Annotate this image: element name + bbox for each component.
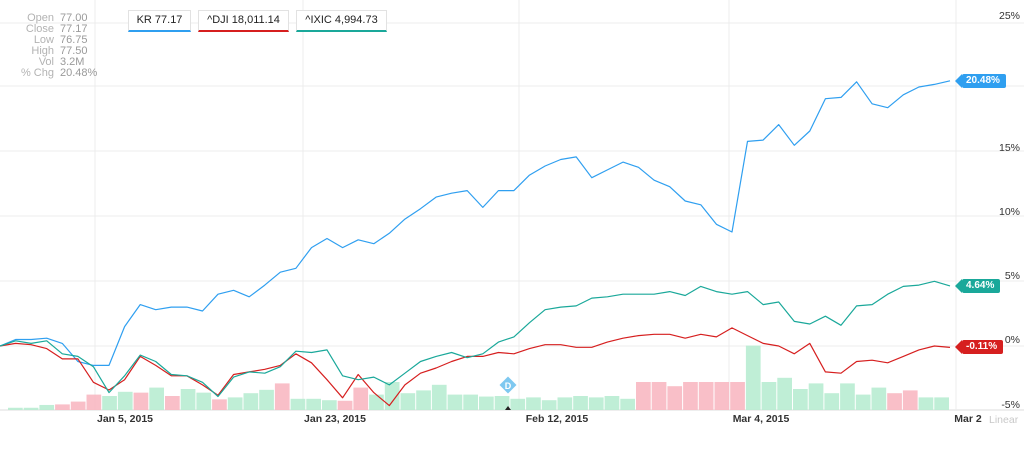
scale-toggle[interactable]: Linear — [989, 414, 1019, 426]
volume-bar — [887, 393, 902, 410]
series-line-dji — [0, 327, 951, 407]
info-row-vol: Vol 3.2M — [38, 56, 85, 68]
volume-bar — [149, 387, 164, 410]
volume-bar — [212, 399, 227, 410]
info-panel: Open 77.00 Close 77.17 Low 76.75 High 77.50 … — [8, 13, 97, 79]
volume-bar — [604, 396, 620, 410]
y-tick-label: 10% — [998, 206, 1020, 218]
volume-bar — [494, 396, 510, 410]
volume-bar — [855, 394, 871, 410]
y-tick-label: -5% — [1001, 399, 1020, 411]
volume-bar — [102, 396, 117, 410]
volume-bar — [934, 397, 949, 410]
legend-item-kr[interactable]: KR 77.17 — [128, 10, 191, 32]
volume-bar — [840, 383, 855, 410]
volume-bar — [322, 400, 337, 410]
volume-bar — [526, 397, 541, 410]
volume-bar — [761, 382, 777, 410]
marker-pointer — [505, 406, 511, 410]
volume-bar — [777, 377, 792, 410]
y-tick-label: 0% — [1004, 334, 1020, 346]
volume-bar — [227, 397, 243, 410]
volume-bar — [133, 392, 149, 410]
volume-bar — [86, 394, 102, 410]
volume-bar — [196, 392, 212, 410]
legend-item-dji[interactable]: ^DJI 18,011.14 — [198, 10, 289, 32]
volume-bar — [808, 383, 824, 410]
dividend-marker — [499, 376, 517, 394]
info-row-low: Low 76.75 — [33, 34, 88, 46]
volume-bar — [117, 391, 133, 410]
volume-bar — [714, 382, 730, 410]
y-tick-label: 5% — [1004, 270, 1020, 282]
volume-bar — [8, 407, 23, 410]
volume-bar — [369, 394, 384, 410]
info-row-close: Close 77.17 — [25, 23, 88, 35]
x-tick-label: Mar 2 — [954, 413, 982, 425]
volume-bar — [573, 396, 588, 410]
volume-bar — [353, 387, 369, 410]
volume-bar — [793, 389, 808, 410]
volume-bar — [745, 345, 761, 410]
value-badge-kr: 20.48% — [955, 74, 1006, 88]
volume-bar — [400, 393, 416, 410]
volume-bar — [290, 398, 306, 410]
volume-bar — [243, 393, 259, 410]
volume-bar — [23, 407, 39, 410]
volume-bar — [824, 393, 840, 410]
volume-bar — [259, 389, 274, 410]
volume-bar — [447, 394, 463, 410]
volume-bar — [180, 389, 196, 410]
series-line-kr — [0, 80, 951, 366]
volume-bar — [510, 398, 526, 410]
volume-bar — [651, 382, 667, 410]
grid — [0, 0, 1024, 411]
volume-bar — [918, 397, 934, 410]
volume-bar — [416, 390, 431, 410]
series-line-ixic — [0, 280, 951, 398]
volume-bar — [541, 400, 557, 410]
legend-item-ixic[interactable]: ^IXIC 4,994.73 — [296, 10, 387, 32]
info-row-open: Open 77.00 — [27, 12, 88, 24]
volume-bar — [730, 382, 745, 410]
volume-bar — [431, 384, 447, 410]
series-lines — [0, 80, 951, 407]
y-tick-label: 25% — [998, 10, 1020, 22]
x-tick-label: Mar 4, 2015 — [732, 413, 790, 425]
volume-bar — [55, 404, 70, 410]
info-row-high: High 77.50 — [31, 45, 88, 57]
x-tick-label: Jan 23, 2015 — [304, 413, 366, 425]
dividend-marker-label: D — [505, 381, 512, 391]
volume-bar — [902, 390, 918, 410]
event-marker[interactable]: D — [499, 376, 517, 410]
volume-bar — [667, 386, 683, 410]
volume-bar — [165, 396, 180, 410]
volume-bar — [384, 382, 400, 410]
info-row-pct-change: % Chg 20.48% — [20, 67, 98, 79]
y-tick-label: 15% — [998, 142, 1020, 154]
x-tick-label: Feb 12, 2015 — [525, 413, 589, 425]
volume-bar — [588, 397, 604, 410]
volume-bar — [337, 400, 353, 410]
volume-bar — [479, 396, 494, 410]
value-badge-ixic: 4.64% — [954, 279, 1001, 293]
volume-bar — [39, 404, 55, 410]
x-tick-label: Jan 5, 2015 — [96, 413, 154, 425]
volume-bar — [620, 398, 635, 410]
volume-bar — [871, 387, 887, 410]
volume-bar — [274, 383, 290, 410]
volume-bar — [557, 397, 573, 410]
volume-bar — [636, 382, 651, 410]
volume-bar — [683, 382, 698, 410]
volume-bar — [463, 394, 478, 410]
value-badge-dji: -0.11% — [954, 340, 1004, 354]
volume-bar — [70, 401, 86, 410]
volume-bar — [698, 382, 714, 410]
volume-bar — [306, 398, 321, 410]
